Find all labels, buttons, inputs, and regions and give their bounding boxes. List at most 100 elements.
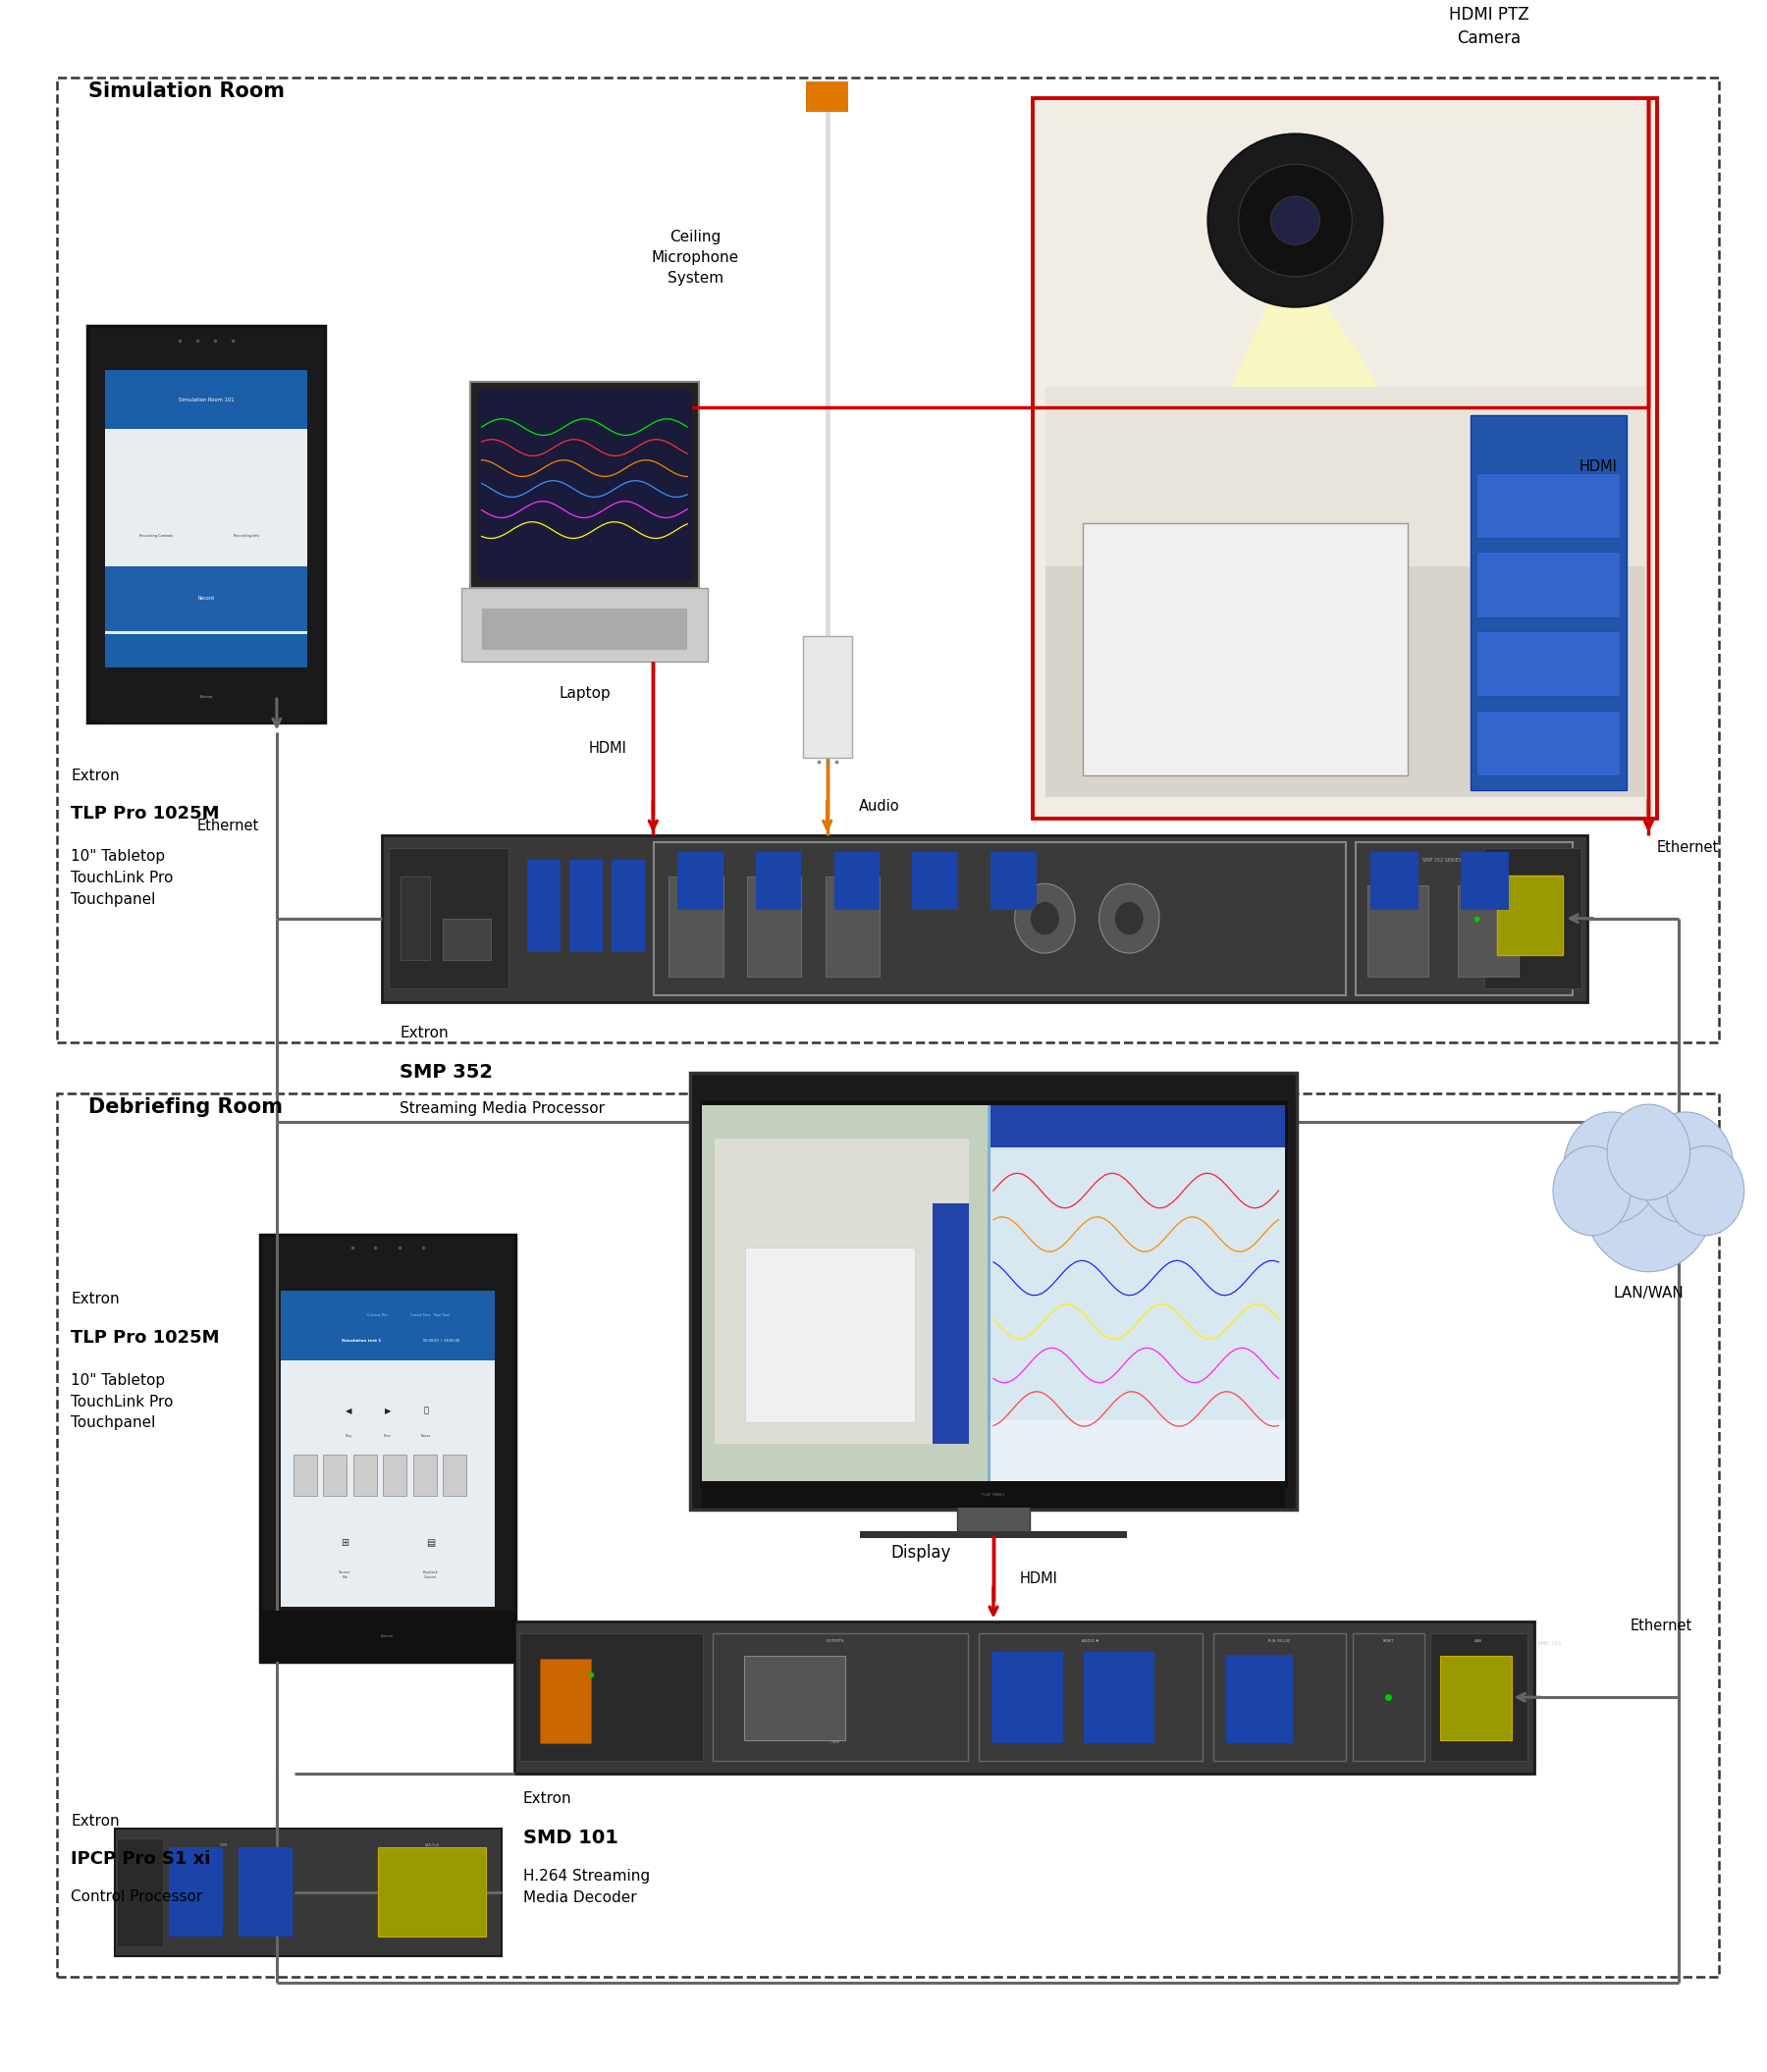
FancyBboxPatch shape — [470, 381, 698, 588]
FancyBboxPatch shape — [714, 1138, 968, 1444]
FancyBboxPatch shape — [1470, 414, 1626, 789]
FancyBboxPatch shape — [744, 1247, 915, 1421]
Text: Extron: Extron — [200, 694, 214, 698]
FancyBboxPatch shape — [106, 634, 307, 667]
FancyBboxPatch shape — [933, 1204, 968, 1444]
Text: Control Processor: Control Processor — [71, 1890, 203, 1904]
Text: Ethernet: Ethernet — [1656, 839, 1718, 854]
FancyBboxPatch shape — [401, 876, 431, 959]
Text: LAN/WAN: LAN/WAN — [1613, 1287, 1684, 1301]
FancyBboxPatch shape — [260, 1610, 514, 1662]
FancyBboxPatch shape — [806, 81, 848, 112]
Text: AUDIO ♦: AUDIO ♦ — [1081, 1639, 1099, 1643]
Circle shape — [1030, 901, 1060, 934]
Text: SMD 101: SMD 101 — [1537, 1641, 1562, 1647]
FancyBboxPatch shape — [1355, 841, 1573, 995]
FancyBboxPatch shape — [701, 1484, 1285, 1506]
Text: Debriefing Room: Debriefing Room — [88, 1096, 283, 1117]
Text: Streaming Media Processor: Streaming Media Processor — [399, 1100, 604, 1117]
Text: FLAT PANEL: FLAT PANEL — [982, 1494, 1005, 1496]
FancyBboxPatch shape — [691, 1073, 1297, 1508]
FancyBboxPatch shape — [442, 918, 491, 959]
Circle shape — [1638, 1113, 1733, 1222]
Text: 10" Tabletop
TouchLink Pro
Touchpanel: 10" Tabletop TouchLink Pro Touchpanel — [71, 850, 173, 905]
Text: Recording Controls: Recording Controls — [140, 535, 173, 539]
Text: Extron: Extron — [399, 1026, 449, 1040]
Text: HDMI: HDMI — [830, 1740, 839, 1745]
FancyBboxPatch shape — [1034, 97, 1657, 818]
Text: COM: COM — [219, 1844, 228, 1848]
Text: 10" Tabletop
TouchLink Pro
Touchpanel: 10" Tabletop TouchLink Pro Touchpanel — [71, 1374, 173, 1430]
FancyBboxPatch shape — [281, 1291, 495, 1606]
FancyBboxPatch shape — [1430, 1633, 1527, 1761]
FancyBboxPatch shape — [747, 876, 802, 976]
FancyBboxPatch shape — [477, 390, 693, 580]
FancyBboxPatch shape — [1497, 874, 1564, 955]
FancyBboxPatch shape — [88, 327, 325, 723]
Text: Ethernet: Ethernet — [1629, 1618, 1693, 1633]
FancyBboxPatch shape — [990, 1106, 1285, 1148]
FancyBboxPatch shape — [825, 876, 880, 976]
Text: LAN-PoE: LAN-PoE — [424, 1844, 440, 1848]
Circle shape — [1553, 1146, 1631, 1235]
FancyBboxPatch shape — [461, 588, 709, 661]
FancyBboxPatch shape — [323, 1455, 346, 1496]
Text: POWER
120-240V
1.5A MAX: POWER 120-240V 1.5A MAX — [548, 1666, 562, 1680]
Text: Ceiling
Microphone
System: Ceiling Microphone System — [652, 230, 739, 286]
FancyBboxPatch shape — [1440, 1656, 1513, 1740]
Ellipse shape — [1239, 164, 1352, 278]
FancyBboxPatch shape — [677, 852, 723, 910]
Circle shape — [1666, 1146, 1744, 1235]
Text: HDMI: HDMI — [588, 742, 627, 756]
Text: ◀: ◀ — [346, 1407, 352, 1415]
Text: Laptop: Laptop — [558, 686, 610, 700]
Text: Simulation Room: Simulation Room — [88, 81, 284, 102]
Text: ⊞: ⊞ — [341, 1537, 348, 1548]
Ellipse shape — [1270, 197, 1320, 244]
Text: Extron: Extron — [523, 1792, 573, 1807]
FancyBboxPatch shape — [1369, 852, 1419, 910]
Text: Extron: Extron — [71, 1293, 120, 1307]
FancyBboxPatch shape — [106, 371, 307, 667]
FancyBboxPatch shape — [519, 1633, 703, 1761]
Text: ▤: ▤ — [426, 1537, 435, 1548]
Text: SMD 101: SMD 101 — [523, 1828, 618, 1846]
FancyBboxPatch shape — [1046, 385, 1645, 566]
FancyBboxPatch shape — [281, 1291, 495, 1359]
Text: Audio: Audio — [859, 800, 899, 814]
FancyBboxPatch shape — [912, 852, 958, 910]
FancyBboxPatch shape — [569, 860, 603, 951]
FancyBboxPatch shape — [106, 671, 307, 723]
Text: Display: Display — [891, 1544, 951, 1562]
Text: H.264 Streaming
Media Decoder: H.264 Streaming Media Decoder — [523, 1869, 650, 1904]
FancyBboxPatch shape — [861, 1531, 1127, 1537]
FancyBboxPatch shape — [1475, 551, 1620, 617]
FancyBboxPatch shape — [444, 1455, 466, 1496]
Text: RESET: RESET — [1384, 1639, 1394, 1643]
Text: LAN: LAN — [1474, 1639, 1483, 1643]
Ellipse shape — [1209, 135, 1382, 307]
FancyBboxPatch shape — [1368, 885, 1428, 976]
Circle shape — [1115, 901, 1143, 934]
FancyBboxPatch shape — [756, 852, 802, 910]
Text: Simulation Room 101: Simulation Room 101 — [178, 398, 235, 402]
Text: Ethernet: Ethernet — [198, 818, 260, 833]
Text: 00:00:00  /  00:00:00: 00:00:00 / 00:00:00 — [422, 1339, 459, 1343]
Text: Record: Record — [198, 597, 214, 601]
Text: R.IN  RS-232: R.IN RS-232 — [1269, 1639, 1290, 1643]
Text: Extron: Extron — [71, 1815, 120, 1830]
FancyBboxPatch shape — [293, 1455, 316, 1496]
Text: Prev: Prev — [383, 1434, 391, 1438]
FancyBboxPatch shape — [700, 1098, 1288, 1488]
Text: Play: Play — [345, 1434, 353, 1438]
FancyBboxPatch shape — [991, 852, 1037, 910]
FancyBboxPatch shape — [106, 429, 307, 667]
Text: OUTPUTS: OUTPUTS — [827, 1639, 845, 1643]
FancyBboxPatch shape — [991, 1651, 1064, 1743]
Text: IPCP Pro S1 xi: IPCP Pro S1 xi — [71, 1850, 210, 1869]
FancyBboxPatch shape — [670, 876, 723, 976]
FancyBboxPatch shape — [979, 1633, 1203, 1761]
FancyBboxPatch shape — [539, 1660, 590, 1743]
Circle shape — [1581, 1117, 1716, 1272]
FancyBboxPatch shape — [1083, 524, 1408, 775]
